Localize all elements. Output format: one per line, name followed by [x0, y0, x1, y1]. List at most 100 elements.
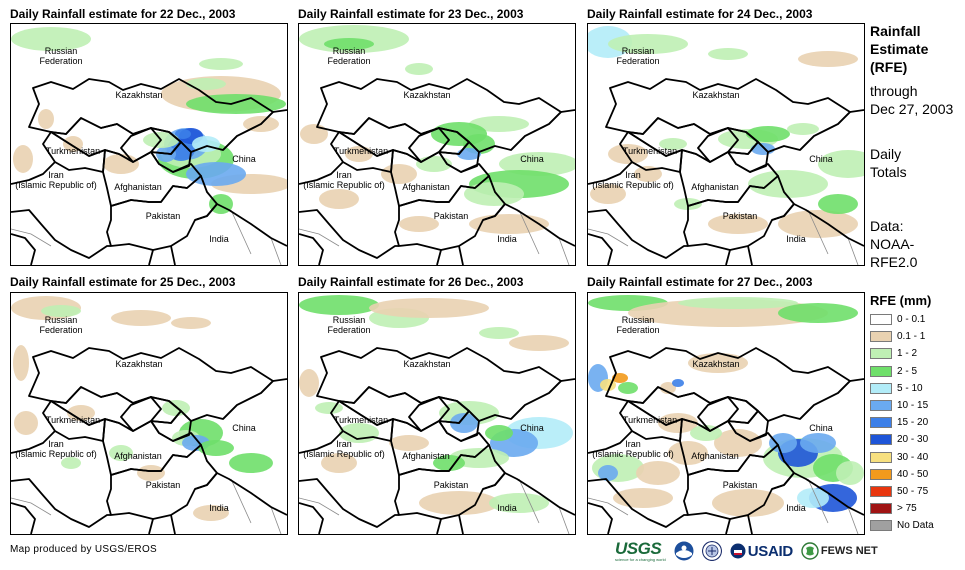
map-credit: Map produced by USGS/EROS: [10, 544, 158, 555]
country-label-india: India: [209, 503, 229, 513]
rainfall-area: [464, 182, 524, 206]
country-label-pakistan: Pakistan: [433, 211, 469, 221]
rainfall-area: [300, 124, 328, 144]
country-label-russia: Russian Federation: [616, 46, 660, 66]
fews-net-wordmark: FEWS NET: [820, 545, 878, 557]
country-label-kazakhstan: Kazakhstan: [403, 90, 451, 100]
rainfall-area: [672, 379, 684, 387]
country-label-turkmenistan: Turkmenistan: [333, 146, 389, 156]
country-label-iran: Iran (Islamic Republic of): [303, 439, 385, 459]
country-label-china: China: [232, 154, 256, 164]
rainfall-map-27dec: Russian Federation Kazakhstan Turkmenistan…: [587, 292, 865, 535]
legend-item: > 75: [870, 500, 934, 517]
rainfall-area: [137, 465, 165, 481]
rainfall-area: [613, 488, 673, 508]
country-label-afghanistan: Afghanistan: [114, 451, 162, 461]
country-label-russia: Russian Federation: [616, 315, 660, 335]
rainfall-area: [800, 433, 836, 453]
country-label-russia: Russian Federation: [39, 46, 83, 66]
rainfall-area: [111, 310, 171, 326]
legend-swatch: [870, 314, 892, 326]
usgs-wordmark: USGS: [615, 539, 662, 558]
rainfall-area: [618, 382, 638, 394]
rainfall-area: [389, 435, 429, 451]
legend-item: 5 - 10: [870, 380, 934, 397]
country-borders: [588, 78, 864, 265]
country-label-india: India: [786, 503, 806, 513]
country-borders: [11, 78, 287, 265]
country-label-pakistan: Pakistan: [433, 480, 469, 490]
country-label-china: China: [809, 154, 833, 164]
rainfall-area: [509, 335, 569, 351]
country-label-turkmenistan: Turkmenistan: [622, 415, 678, 425]
country-label-kazakhstan: Kazakhstan: [692, 359, 740, 369]
country-label-russia: Russian Federation: [327, 315, 371, 335]
rainfall-area: [193, 505, 229, 521]
usgs-tagline: science for a changing world: [615, 557, 666, 562]
rainfall-area: [798, 51, 858, 67]
legend-item: No Data: [870, 517, 934, 534]
rainfall-area: [229, 453, 273, 473]
rainfall-map-canvas: [11, 296, 287, 534]
legend-item: 10 - 15: [870, 397, 934, 414]
minor-borders: [588, 478, 859, 534]
legend-item: 15 - 20: [870, 414, 934, 431]
legend-item: 50 - 75: [870, 483, 934, 500]
country-label-iran: Iran (Islamic Republic of): [592, 170, 674, 190]
rainfall-map-25dec: Russian Federation Kazakhstan Turkmenistan…: [10, 292, 288, 535]
legend-swatch: [870, 382, 892, 394]
panel-title-24: Daily Rainfall estimate for 24 Dec., 200…: [587, 7, 813, 21]
rainfall-map-canvas: [11, 27, 287, 265]
rainfall-area: [778, 303, 858, 323]
noaa-logo-icon: [674, 541, 694, 561]
minor-borders: [588, 209, 859, 265]
usaid-wordmark: USAID: [747, 542, 793, 560]
country-label-india: India: [497, 503, 517, 513]
rainfall-area: [485, 425, 513, 441]
country-label-pakistan: Pakistan: [145, 480, 181, 490]
rainfall-area: [63, 136, 83, 152]
rfe-data-source: Data: NOAA- RFE2.0: [870, 218, 918, 270]
country-label-afghanistan: Afghanistan: [691, 182, 739, 192]
country-label-kazakhstan: Kazakhstan: [115, 90, 163, 100]
rainfall-area: [608, 144, 648, 164]
rainfall-area: [186, 162, 246, 186]
rainfall-area: [450, 413, 478, 433]
legend-swatch: [870, 485, 892, 497]
panel-title-26: Daily Rainfall estimate for 26 Dec., 200…: [298, 275, 524, 289]
rainfall-area: [175, 129, 191, 139]
state-dept-seal-icon: [701, 541, 722, 561]
rainfall-area: [61, 457, 81, 469]
rainfall-area: [714, 429, 762, 457]
country-label-china: China: [520, 154, 544, 164]
rainfall-area: [636, 461, 680, 485]
rainfall-area: [109, 445, 133, 461]
rainfall-area: [419, 491, 499, 515]
country-label-russia: Russian Federation: [327, 46, 371, 66]
country-label-turkmenistan: Turkmenistan: [45, 146, 101, 156]
legend-item: 40 - 50: [870, 466, 934, 483]
rfe-through-date: through Dec 27, 2003: [870, 83, 954, 117]
rainfall-area: [315, 402, 343, 414]
rfe-daily-totals: Daily Totals: [870, 146, 907, 180]
rainfall-area: [612, 373, 628, 383]
legend-title: RFE (mm): [870, 293, 932, 308]
legend-label: 50 - 75: [897, 485, 929, 497]
rainfall-area: [67, 405, 95, 421]
rainfall-area: [13, 345, 29, 381]
country-label-china: China: [232, 423, 256, 433]
country-label-india: India: [209, 234, 229, 244]
country-label-kazakhstan: Kazakhstan: [115, 359, 163, 369]
country-label-pakistan: Pakistan: [145, 211, 181, 221]
rainfall-map-canvas: [588, 295, 864, 534]
legend-item: 20 - 30: [870, 431, 934, 448]
legend-swatch: [870, 365, 892, 377]
legend-label: 30 - 40: [897, 451, 929, 463]
minor-borders: [299, 478, 570, 534]
country-label-afghanistan: Afghanistan: [114, 182, 162, 192]
rainfall-area: [708, 48, 748, 60]
fews-globe-icon: [801, 542, 819, 560]
rfe-heading: Rainfall Estimate (RFE): [870, 23, 929, 75]
rainfall-area: [469, 116, 529, 132]
legend-label: 2 - 5: [897, 365, 918, 377]
